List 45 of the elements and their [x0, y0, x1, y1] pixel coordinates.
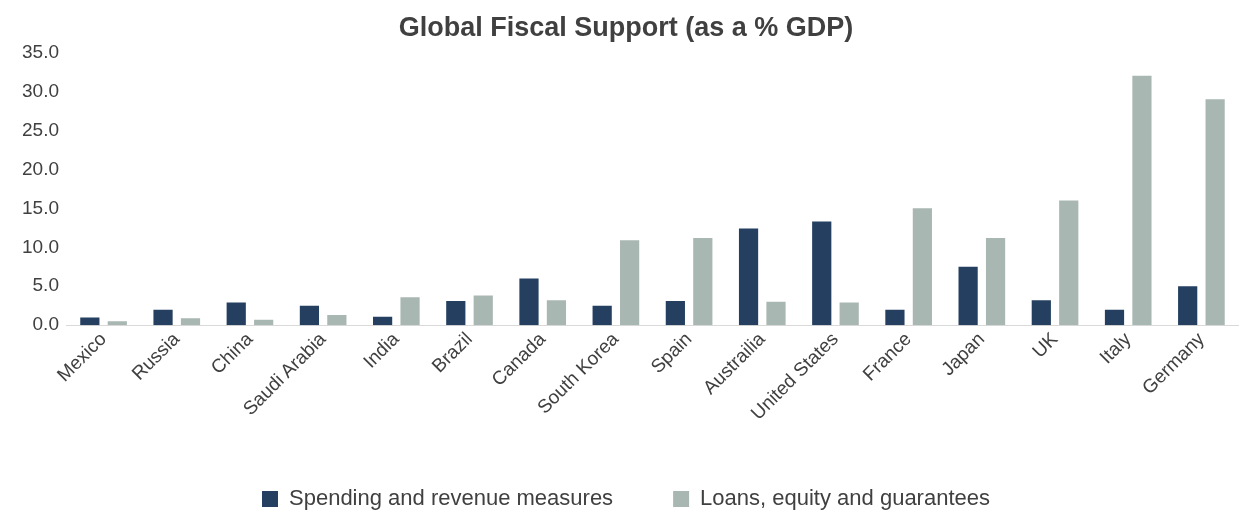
bar — [1132, 75, 1152, 326]
legend-label: Spending and revenue measures — [289, 485, 614, 511]
y-tick-label: 35.0 — [22, 40, 59, 62]
bar — [620, 240, 640, 326]
legend-label: Loans, equity and guarantees — [700, 485, 990, 511]
bar — [226, 302, 246, 326]
bar — [400, 297, 420, 326]
bar — [1031, 300, 1051, 326]
bar — [665, 301, 685, 326]
bar — [958, 266, 978, 326]
bar — [985, 237, 1006, 326]
y-tick-label: 5.0 — [32, 274, 59, 296]
bar — [446, 301, 466, 326]
bar — [180, 318, 201, 326]
bar — [766, 301, 786, 326]
bar — [1104, 309, 1125, 326]
bar — [1059, 200, 1079, 326]
x-tick-label: Italy — [1095, 327, 1136, 368]
y-tick-label: 20.0 — [22, 157, 59, 179]
x-tick-label: UK — [1028, 327, 1062, 362]
y-tick-label: 10.0 — [22, 235, 59, 257]
bar — [254, 319, 274, 326]
y-tick-label: 0.0 — [32, 313, 59, 335]
bar — [839, 302, 859, 326]
bar — [592, 305, 612, 326]
y-tick-label: 30.0 — [22, 79, 59, 101]
bar — [1205, 99, 1225, 326]
bar — [373, 316, 393, 326]
y-tick-label: 25.0 — [22, 118, 59, 140]
bar — [693, 237, 713, 326]
bar — [80, 317, 100, 326]
bar — [812, 221, 832, 326]
bar — [153, 309, 173, 326]
bar — [885, 309, 905, 326]
chart-title: Global Fiscal Support (as a % GDP) — [398, 11, 854, 42]
bar — [327, 315, 347, 326]
bar — [107, 321, 127, 326]
bar — [738, 228, 759, 326]
bar — [1178, 286, 1198, 326]
bar — [299, 305, 320, 326]
bar — [473, 295, 493, 326]
bar — [546, 300, 567, 326]
bar — [519, 278, 539, 326]
y-tick-label: 15.0 — [22, 196, 59, 218]
bar — [912, 208, 932, 326]
